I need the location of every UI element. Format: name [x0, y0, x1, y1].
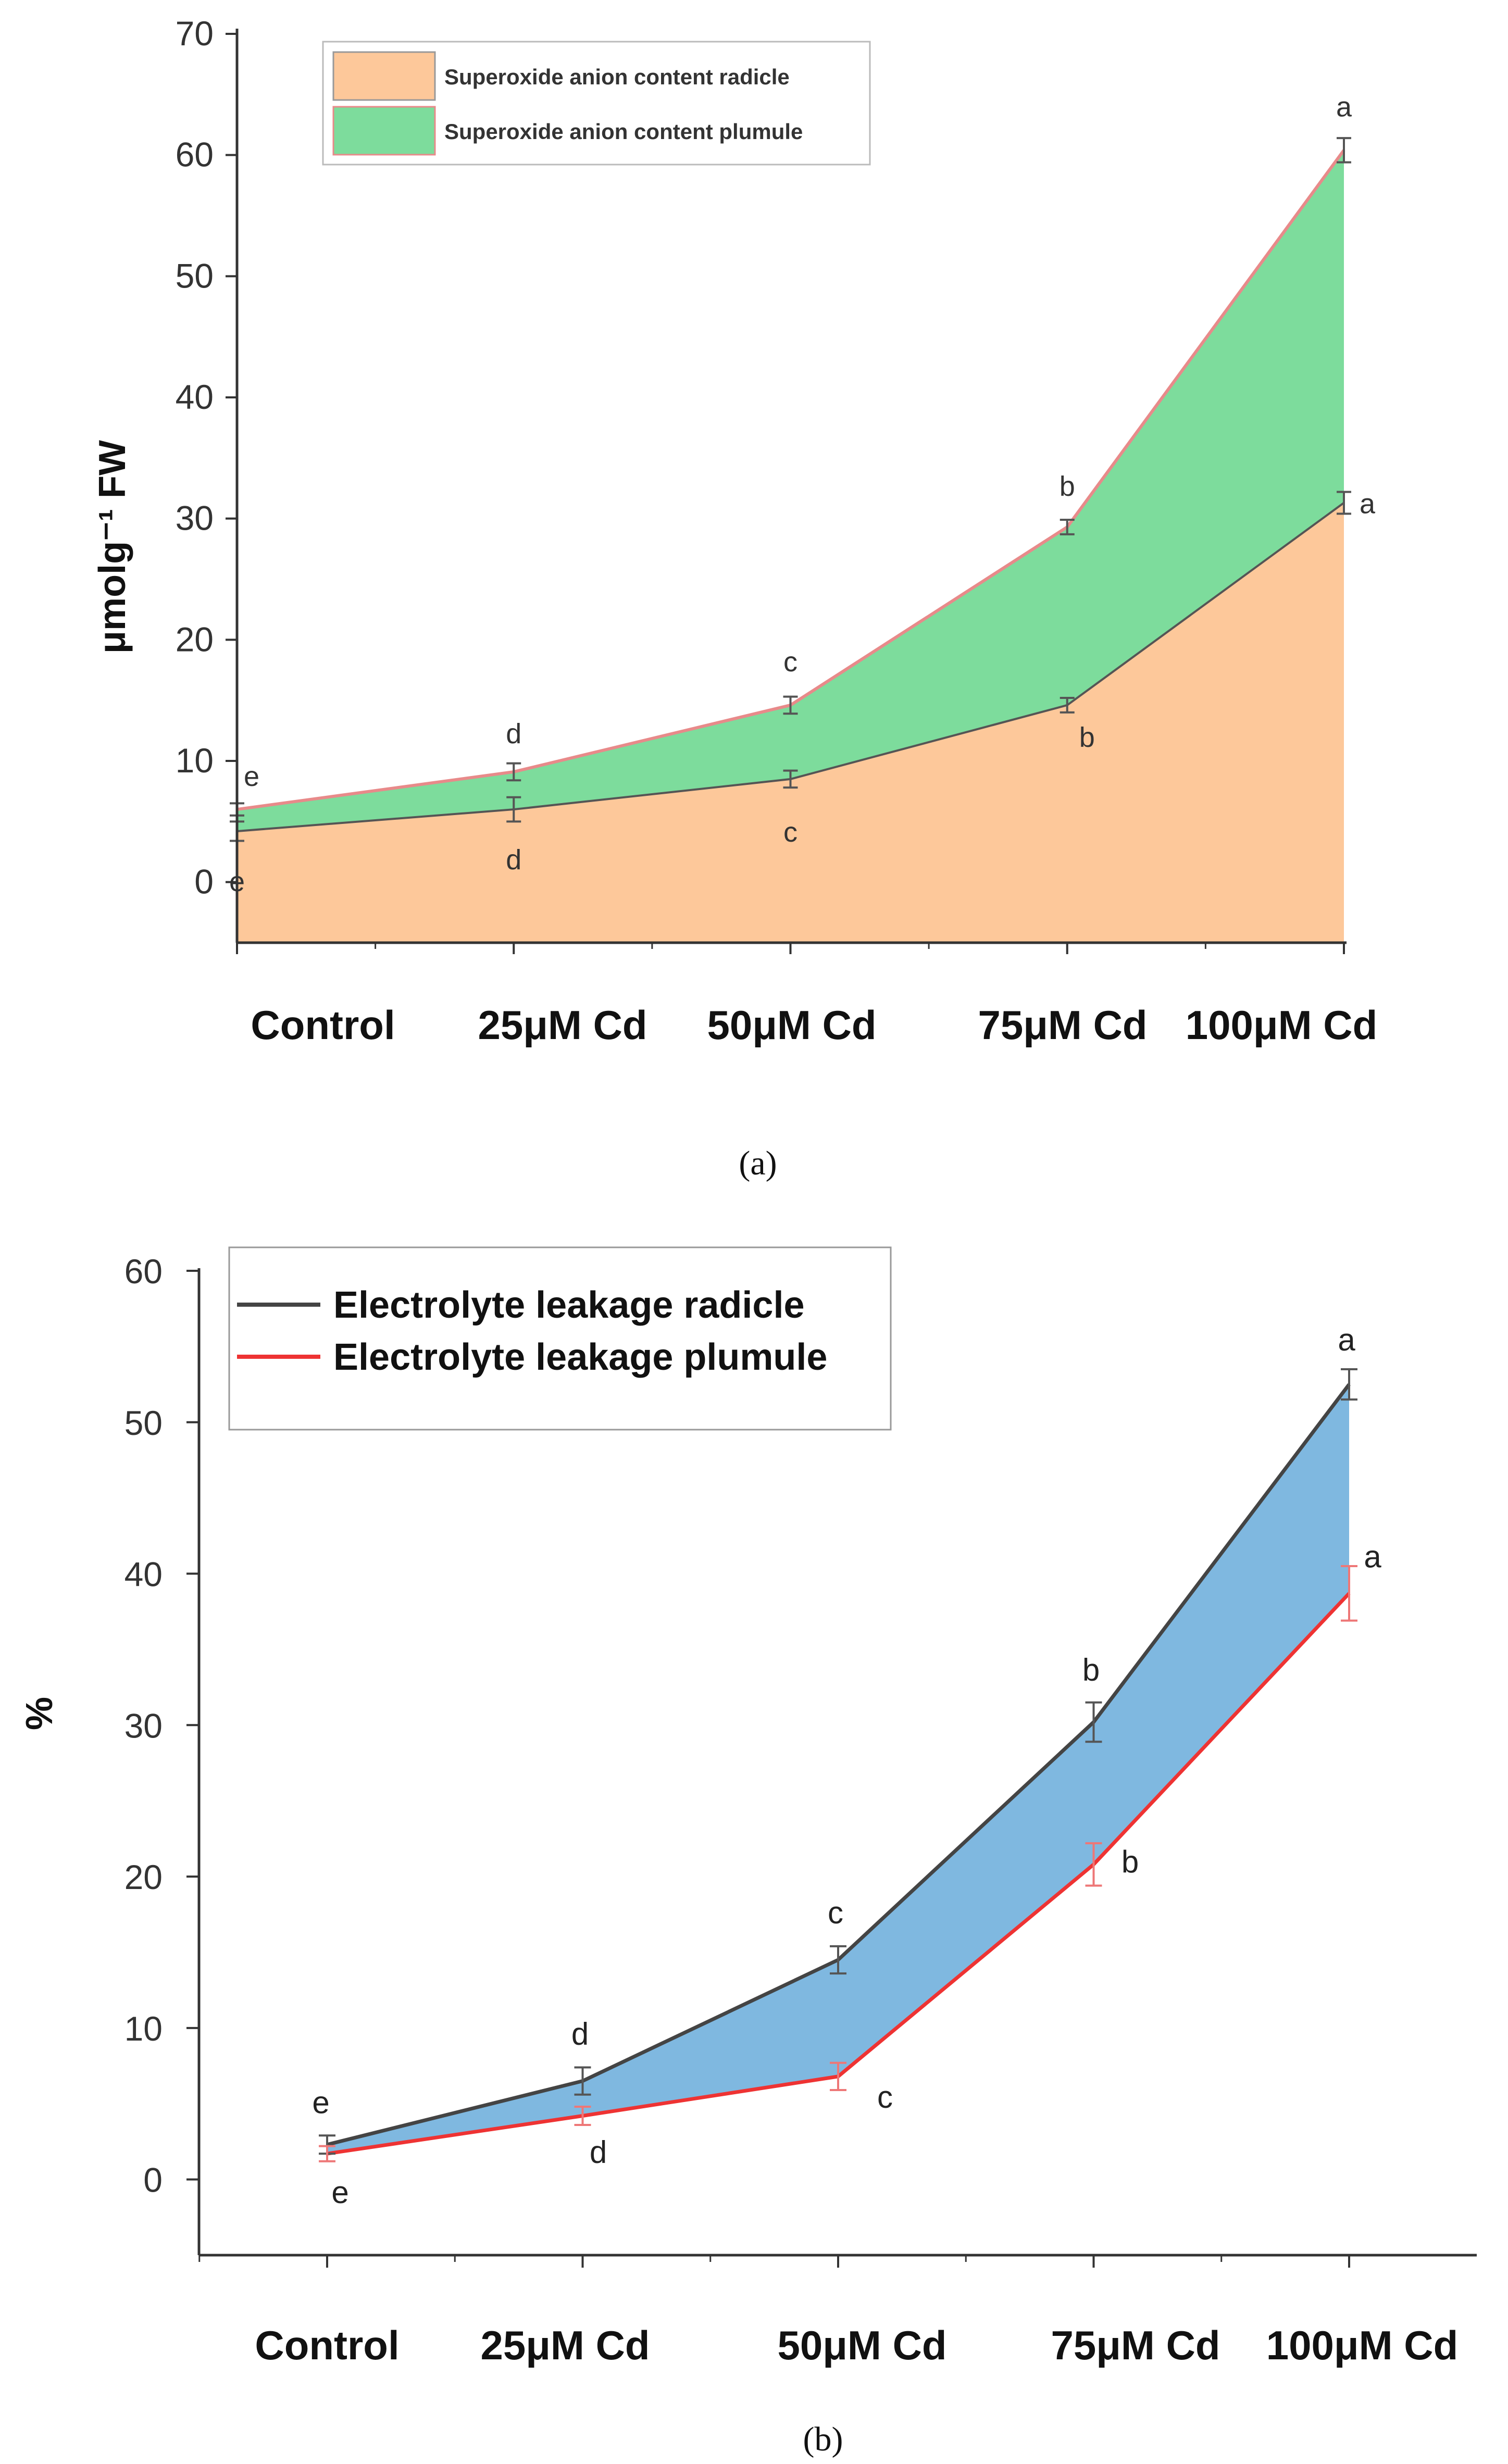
error-bar-radicle: [1060, 697, 1075, 714]
letter-plumule: c: [783, 646, 797, 678]
letter-plumule: e: [331, 2175, 348, 2210]
area-radicle: [237, 503, 1344, 943]
chart-a-areas: [237, 150, 1344, 943]
y-tick-label: 10: [124, 2009, 163, 2048]
chart-b-fill: [327, 1384, 1349, 2154]
x-tick-label: 100μM Cd: [1266, 2322, 1458, 2368]
chart-b: 0 10 20 30 40 50 60 Control 25μM Cd 50μM Cd 75μM …: [19, 1246, 1477, 2458]
legend-a-label-radicle: Superoxide anion content radicle: [444, 65, 790, 89]
y-tick-label: 20: [124, 1858, 163, 1896]
letter-radicle: d: [506, 844, 521, 875]
letter-plumule: e: [244, 761, 259, 792]
error-bar-plumule: [1337, 137, 1351, 164]
legend-a-label-plumule: Superoxide anion content plumule: [444, 119, 803, 144]
error-bar-plumule: [1341, 1565, 1357, 1622]
error-bar-radicle: [1341, 1368, 1357, 1401]
chart-a-legend: Superoxide anion content radicle Superox…: [322, 41, 871, 166]
legend-a-swatch-plumule: [332, 106, 436, 156]
chart-b-significance-letters: e e d d c c b b a a: [312, 1322, 1381, 2210]
letter-radicle: c: [828, 1895, 843, 1930]
chart-a-panel-label: (a): [739, 1144, 777, 1182]
error-bar-plumule: [1085, 1842, 1102, 1887]
letter-plumule: b: [1121, 1844, 1139, 1879]
chart-b-y-ticks: 0 10 20 30 40 50 60: [124, 1252, 199, 2199]
error-bar-plumule: [574, 2106, 591, 2126]
y-tick-label: 10: [176, 741, 214, 780]
y-tick-label: 0: [143, 2161, 163, 2199]
area-between: [327, 1384, 1349, 2154]
error-bar-plumule: [506, 762, 521, 782]
letter-plumule: a: [1336, 91, 1352, 122]
legend-b-label-plumule: Electrolyte leakage plumule: [333, 1336, 827, 1378]
chart-a-error-bars: [230, 137, 1351, 842]
letter-radicle: a: [1360, 488, 1376, 519]
letter-radicle: e: [312, 2085, 329, 2120]
x-tick-label: Control: [251, 1002, 395, 1048]
y-tick-label: 30: [176, 499, 214, 537]
chart-a: 0 10 20 30 40 50 60 70 Control 25μM Cd 50μM Cd 75μ…: [92, 14, 1377, 1182]
error-bar-radicle: [1085, 1701, 1102, 1743]
letter-plumule: b: [1060, 471, 1075, 502]
letter-plumule: c: [877, 2080, 893, 2115]
error-bar-plumule: [319, 2145, 335, 2162]
chart-b-ylabel: %: [19, 1697, 60, 1730]
chart-a-y-ticks: 0 10 20 30 40 50 60 70: [176, 14, 237, 901]
letter-radicle: b: [1082, 1652, 1100, 1687]
letter-radicle: a: [1338, 1322, 1355, 1357]
y-tick-label: 20: [176, 620, 214, 658]
x-tick-label: 75μM Cd: [1051, 2322, 1220, 2368]
y-tick-label: 0: [194, 862, 214, 901]
error-bar-plumule: [1060, 518, 1075, 535]
y-tick-label: 70: [176, 14, 214, 53]
letter-plumule: a: [1364, 1539, 1381, 1574]
error-bar-radicle: [783, 769, 798, 789]
x-tick-label: 25μM Cd: [480, 2322, 650, 2368]
y-tick-label: 60: [124, 1252, 163, 1291]
chart-b-error-bars: [319, 1368, 1357, 2162]
chart-a-axes: [235, 29, 1347, 944]
y-tick-label: 30: [124, 1706, 163, 1745]
legend-a-swatch-radicle: [332, 51, 436, 101]
letter-plumule: d: [506, 718, 521, 749]
letter-plumule: d: [590, 2134, 607, 2169]
y-tick-label: 60: [176, 135, 214, 174]
chart-b-legend: Electrolyte leakage radicle Electrolyte …: [228, 1246, 892, 1431]
chart-b-panel-label: (b): [803, 2420, 843, 2458]
y-tick-label: 50: [124, 1404, 163, 1442]
chart-a-significance-letters: e e d d c c b b a a: [229, 91, 1376, 897]
y-tick-label: 40: [176, 378, 214, 416]
area-plumule: [237, 150, 1344, 831]
y-tick-label: 50: [176, 256, 214, 295]
chart-a-x-ticks: Control 25μM Cd 50μM Cd 75μM Cd 100μM Cd: [236, 943, 1377, 1048]
error-bar-radicle: [830, 1945, 846, 1975]
chart-b-x-ticks: Control 25μM Cd 50μM Cd 75μM Cd 100μM Cd: [198, 2255, 1458, 2368]
error-bar-radicle: [506, 796, 521, 823]
error-bar-plumule: [830, 2061, 846, 2092]
error-bar-radicle: [574, 2066, 591, 2096]
chart-a-ylabel: μmolg⁻¹ FW: [92, 440, 133, 654]
error-bar-plumule: [783, 695, 798, 715]
error-bar-radicle: [1337, 491, 1351, 515]
x-tick-label: 100μM Cd: [1186, 1002, 1377, 1048]
letter-radicle: b: [1079, 722, 1095, 753]
letter-radicle: d: [571, 2017, 589, 2052]
x-tick-label: 75μM Cd: [978, 1002, 1147, 1048]
x-tick-label: 50μM Cd: [707, 1002, 876, 1048]
legend-b-label-radicle: Electrolyte leakage radicle: [333, 1284, 805, 1326]
x-tick-label: 50μM Cd: [777, 2322, 946, 2368]
x-tick-label: 25μM Cd: [478, 1002, 647, 1048]
letter-radicle: e: [229, 866, 245, 897]
letter-radicle: c: [783, 817, 797, 848]
y-tick-label: 40: [124, 1555, 163, 1594]
x-tick-label: Control: [255, 2322, 399, 2368]
